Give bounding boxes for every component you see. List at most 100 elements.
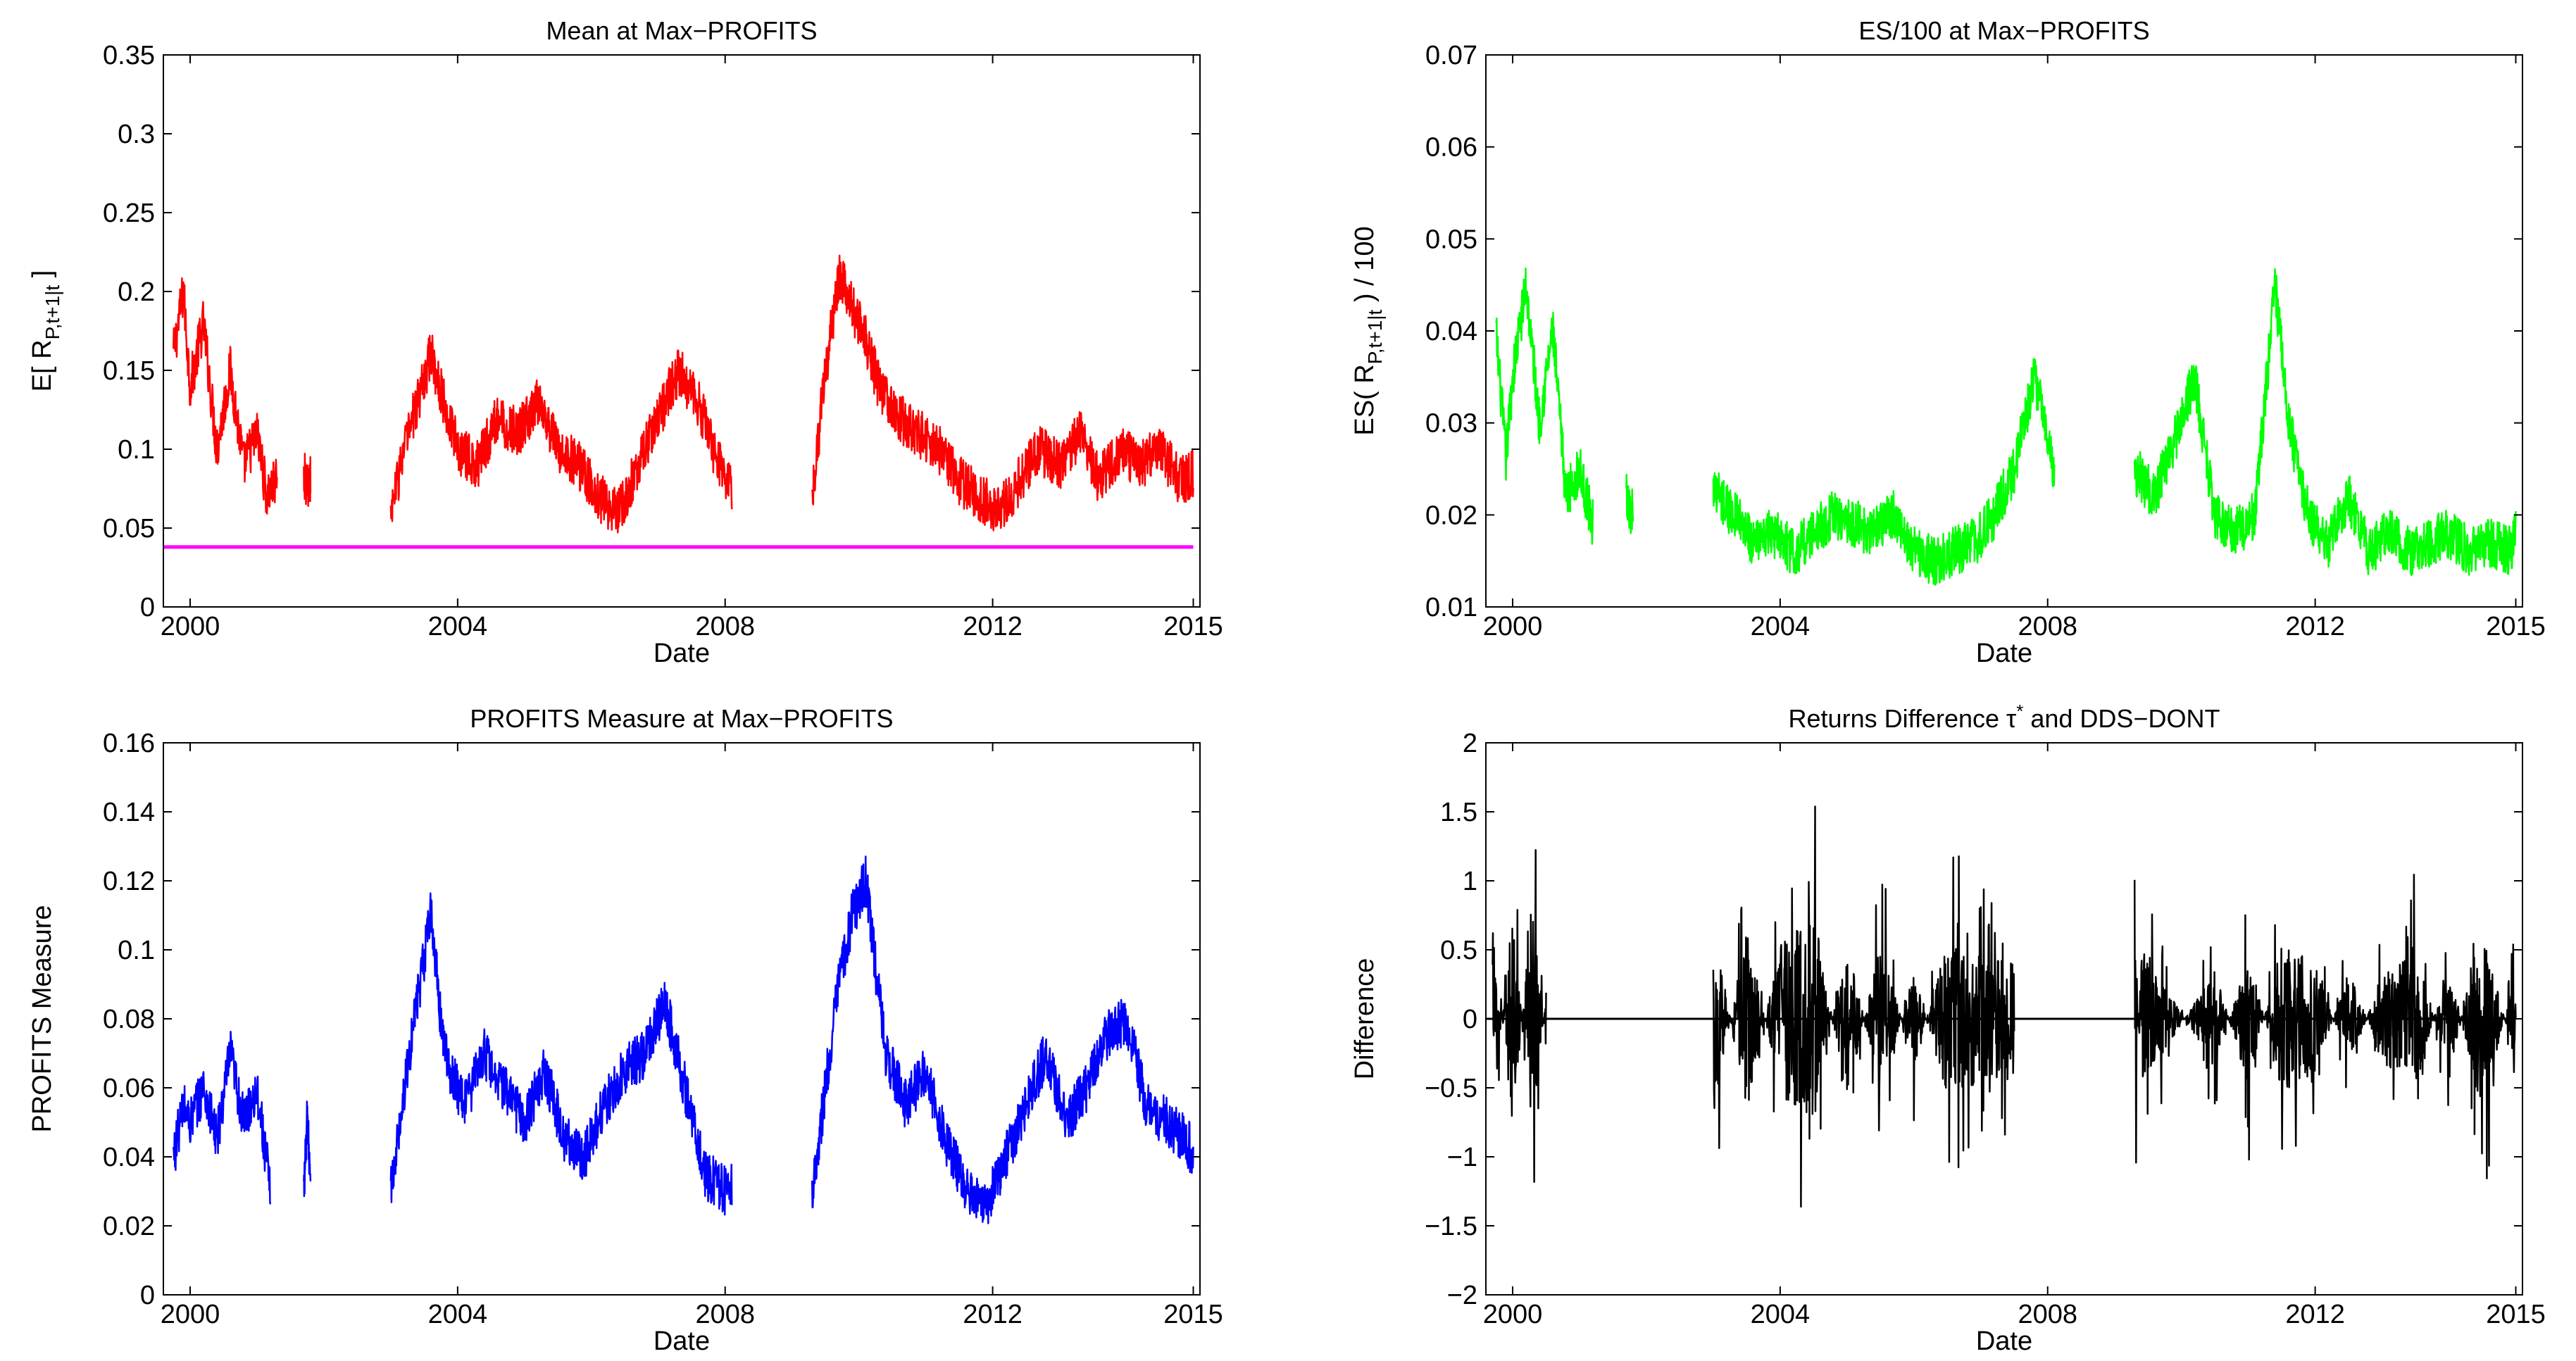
y-axis-label-subscript: P,t+1|t xyxy=(42,285,63,340)
x-tick-label: 2008 xyxy=(2018,612,2077,641)
chart-panel-2: ES/100 at Max−PROFITS 0.01 0.02 0.03 0.04 0.0… xyxy=(1350,16,2546,668)
x-tick-label: 2008 xyxy=(695,612,755,641)
y-tick-label: 0.14 xyxy=(103,798,155,827)
y-axis-label-subscript: P,t+1|t xyxy=(1364,309,1386,364)
panels: Mean at Max−PROFITS 0 0.05 0.1 0.15 0.2 0.25 0.… xyxy=(27,16,2546,1356)
axes-box xyxy=(163,742,1201,1296)
x-tick-label: 2015 xyxy=(2486,1300,2546,1329)
series-line xyxy=(303,452,312,507)
x-tick-label: 2000 xyxy=(1483,612,1543,641)
series-line xyxy=(303,1100,312,1198)
y-tick-label: 0.12 xyxy=(103,867,155,896)
y-tick-label: 1 xyxy=(1463,867,1477,896)
axes-box xyxy=(1485,54,2523,608)
y-axis-label: PROFITS Measure xyxy=(27,905,57,1132)
x-axis-label: Date xyxy=(654,1326,710,1356)
y-tick-label: 0.03 xyxy=(1425,409,1477,439)
y-tick-label: −2 xyxy=(1447,1281,1477,1310)
series-group xyxy=(163,254,1194,549)
y-tick-label: −1.5 xyxy=(1425,1212,1477,1241)
x-tick-label: 2004 xyxy=(428,612,488,641)
y-tick-label: 0.02 xyxy=(1425,501,1477,530)
y-axis-label-main: Difference xyxy=(1350,958,1380,1080)
y-tick-label: 0.25 xyxy=(103,199,155,228)
series-line xyxy=(811,254,1194,532)
y-tick-label: −0.5 xyxy=(1425,1074,1477,1103)
series-line xyxy=(389,892,733,1216)
x-tick-label: 2012 xyxy=(963,612,1023,641)
axes-box xyxy=(163,54,1201,608)
x-tick-label: 2015 xyxy=(1163,612,1223,641)
x-tick-label: 2000 xyxy=(1483,1300,1543,1329)
series-line xyxy=(811,855,1194,1224)
series-line xyxy=(1712,805,2015,1208)
y-tick-label: 0.2 xyxy=(118,277,155,307)
y-tick-label: 0.08 xyxy=(103,1005,155,1034)
x-tick-label: 2012 xyxy=(963,1300,1023,1329)
series-line xyxy=(1492,848,1547,1183)
x-tick-label: 2015 xyxy=(2486,612,2546,641)
x-axis-label: Date xyxy=(1976,1326,2032,1356)
x-tick-label: 2004 xyxy=(1751,612,1811,641)
y-axis-label: E[ RP,t+1|t ] xyxy=(27,270,63,392)
y-tick-label: 0.35 xyxy=(103,41,155,70)
y-axis-label: Difference xyxy=(1350,958,1380,1080)
y-tick-label: 0.07 xyxy=(1425,41,1477,70)
y-tick-label: 0.15 xyxy=(103,356,155,386)
series-line xyxy=(2133,268,2517,577)
y-tick-label: 0.3 xyxy=(118,120,155,149)
series-line xyxy=(1495,268,1594,545)
chart-panel-3: PROFITS Measure at Max−PROFITS 0 0.02 0.04 0… xyxy=(27,704,1223,1356)
x-axis-label: Date xyxy=(654,639,710,668)
y-tick-label: 0.01 xyxy=(1425,593,1477,622)
y-tick-label: 0 xyxy=(140,593,155,622)
y-tick-label: 0.16 xyxy=(103,729,155,758)
y-tick-label: 0.1 xyxy=(118,936,155,965)
y-tick-label: 0.05 xyxy=(103,514,155,544)
x-tick-label: 2000 xyxy=(161,1300,220,1329)
y-tick-label: 2 xyxy=(1463,729,1477,758)
panel-title: PROFITS Measure at Max−PROFITS xyxy=(470,704,893,733)
y-tick-label: 0.04 xyxy=(103,1143,155,1172)
x-tick-label: 2000 xyxy=(161,612,220,641)
y-axis-label-main: E[ R xyxy=(27,339,57,391)
x-tick-label: 2012 xyxy=(2285,1300,2345,1329)
x-axis-label: Date xyxy=(1976,639,2032,668)
panel-title: Mean at Max−PROFITS xyxy=(546,16,817,45)
series-group xyxy=(172,855,1194,1224)
x-tick-label: 2004 xyxy=(1751,1300,1811,1329)
y-tick-label: 1.5 xyxy=(1440,798,1477,827)
y-tick-label: 0 xyxy=(1463,1005,1477,1034)
series-line xyxy=(389,334,733,534)
series-group xyxy=(1495,268,2517,586)
y-tick-label: 0.04 xyxy=(1425,317,1477,346)
y-tick-label: 0.06 xyxy=(103,1074,155,1103)
y-axis-label-main: ES( R xyxy=(1350,364,1380,435)
y-axis-label-end: ] xyxy=(27,270,57,285)
x-tick-label: 2008 xyxy=(695,1300,755,1329)
x-tick-label: 2004 xyxy=(428,1300,488,1329)
series-line xyxy=(1712,358,2056,586)
y-tick-label: 0.5 xyxy=(1440,936,1477,965)
y-tick-label: 0.02 xyxy=(103,1212,155,1241)
y-axis-label-main: PROFITS Measure xyxy=(27,905,57,1132)
series-line xyxy=(1625,473,1634,534)
panel-title: Returns Difference τ* and DDS−DONT xyxy=(1789,701,2220,733)
y-axis-label-end: ) / 100 xyxy=(1350,226,1380,309)
panel-title: ES/100 at Max−PROFITS xyxy=(1858,16,2149,45)
y-tick-label: 0.1 xyxy=(118,435,155,465)
series-group xyxy=(1486,805,2517,1208)
chart-panel-4: Returns Difference τ* and DDS−DONT −2 −1.5… xyxy=(1350,701,2546,1356)
y-tick-label: 0 xyxy=(140,1281,155,1310)
series-line xyxy=(172,1031,272,1205)
series-line xyxy=(2133,873,2517,1179)
y-tick-label: 0.06 xyxy=(1425,133,1477,163)
y-tick-label: −1 xyxy=(1447,1143,1477,1172)
y-axis-label: ES( RP,t+1|t ) / 100 xyxy=(1350,226,1386,435)
y-tick-label: 0.05 xyxy=(1425,225,1477,254)
series-line xyxy=(172,277,278,515)
x-tick-label: 2012 xyxy=(2285,612,2345,641)
chart-panel-1: Mean at Max−PROFITS 0 0.05 0.1 0.15 0.2 0.25 0.… xyxy=(27,16,1223,668)
x-tick-label: 2015 xyxy=(1163,1300,1223,1329)
